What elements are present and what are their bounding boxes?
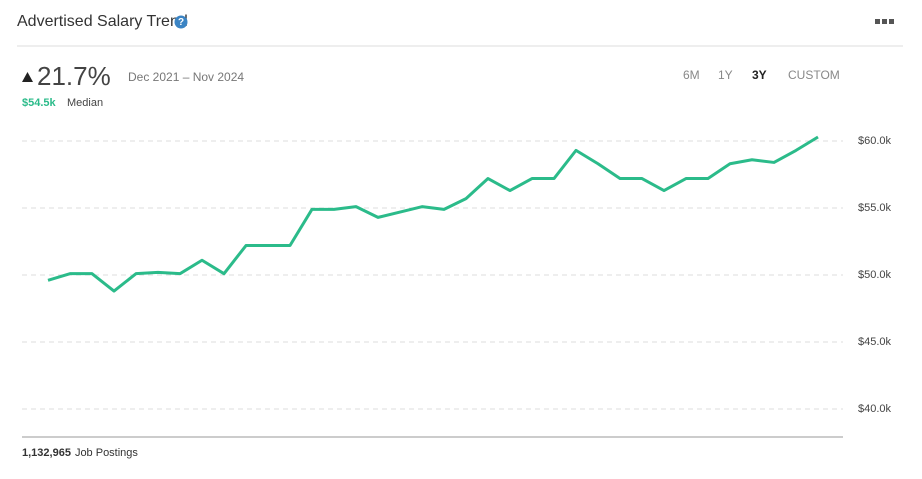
range-button[interactable]: 3Y [752, 68, 767, 82]
change: 21.7% [37, 61, 111, 91]
date-range: Dec 2021 – Nov 2024 [128, 70, 244, 84]
posting-label: Job Postings [75, 447, 138, 459]
range-button[interactable]: 6M [683, 68, 700, 82]
salary-line [47, 135, 819, 293]
median-label: Median [67, 97, 103, 109]
y-tick-label: $60.0k [858, 135, 892, 147]
range-button[interactable]: 1Y [718, 68, 733, 82]
menu-dot [875, 19, 880, 24]
up-arrow [22, 72, 33, 82]
menu-dot [882, 19, 887, 24]
y-tick-label: $40.0k [858, 403, 892, 415]
footer: 1,132,965 Job Postings [22, 447, 138, 459]
median-value: $54.5k [22, 97, 57, 109]
info-icon-mark: ? [178, 17, 184, 28]
menu-dot [889, 19, 894, 24]
y-tick-label: $45.0k [858, 336, 892, 348]
title: Advertised Salary Trend [17, 13, 188, 30]
range-button[interactable]: CUSTOM [788, 68, 840, 82]
posting-count: 1,132,965 [22, 447, 71, 459]
y-tick-label: $50.0k [858, 269, 892, 281]
y-tick-label: $55.0k [858, 202, 892, 214]
info-icon[interactable] [174, 15, 188, 29]
menu-button[interactable] [875, 19, 894, 24]
